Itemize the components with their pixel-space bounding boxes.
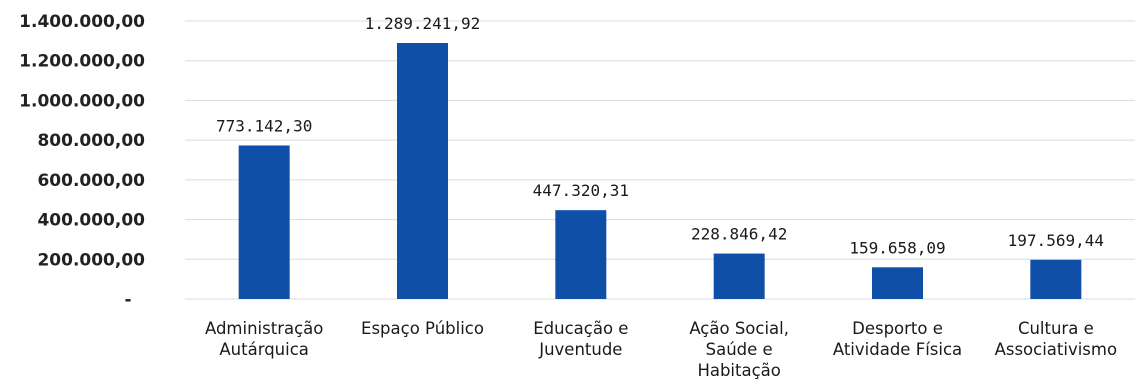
bar [397,42,448,300]
category-label-line: Educação e [533,319,628,338]
category-label-line: Associativismo [995,340,1118,359]
y-tick-label: 200.000,00 [37,250,145,270]
category-label-line: Saúde e [706,340,773,359]
bar [238,145,290,299]
y-tick-label: 400.000,00 [37,211,145,231]
y-tick-label: 800.000,00 [37,131,145,151]
x-axis-category-labels: Administração Autárquica Espaço Público Edu… [205,319,1117,380]
bars [238,42,1082,300]
data-label: 1.289.241,92 [365,14,481,33]
category-label-line: Autárquica [219,340,309,359]
category-label-line: Atividade Física [833,340,962,359]
y-tick-label: 600.000,00 [37,171,145,191]
gridlines [185,20,1135,300]
category-label-line: Administração [205,319,323,338]
category-label: Desporto e Atividade Física [833,319,962,359]
data-labels: 773.142,30 1.289.241,92 447.320,31 228.846,… [216,14,1104,257]
category-label: Administração Autárquica [205,319,323,359]
data-label: 773.142,30 [216,116,312,135]
data-label: 159.658,09 [849,238,945,257]
bar [1030,259,1082,299]
category-label-line: Desporto e [852,319,943,338]
category-label-line: Ação Social, [689,319,789,338]
bar [713,253,765,299]
data-label: 228.846,42 [691,225,787,244]
category-label-line: Cultura e [1018,319,1094,338]
bar [872,267,923,299]
y-tick-label: 1.200.000,00 [19,52,145,72]
category-label: Ação Social, Saúde e Habitação [689,319,789,380]
category-label: Espaço Público [361,319,484,338]
category-label-line: Habitação [697,361,780,380]
bar [555,210,607,299]
y-tick-label: - [124,290,131,310]
category-label: Cultura e Associativismo [995,319,1118,359]
category-label-line: Espaço Público [361,319,484,338]
data-label: 197.569,44 [1008,231,1104,250]
y-axis-tick-labels: - 200.000,00 400.000,00 600.000,00 800.000,0… [19,12,145,310]
category-label-line: Juventude [538,340,622,359]
data-label: 447.320,31 [533,181,629,200]
y-tick-label: 1.000.000,00 [19,91,145,111]
category-label: Educação e Juventude [533,319,628,359]
y-tick-label: 1.400.000,00 [19,12,145,32]
